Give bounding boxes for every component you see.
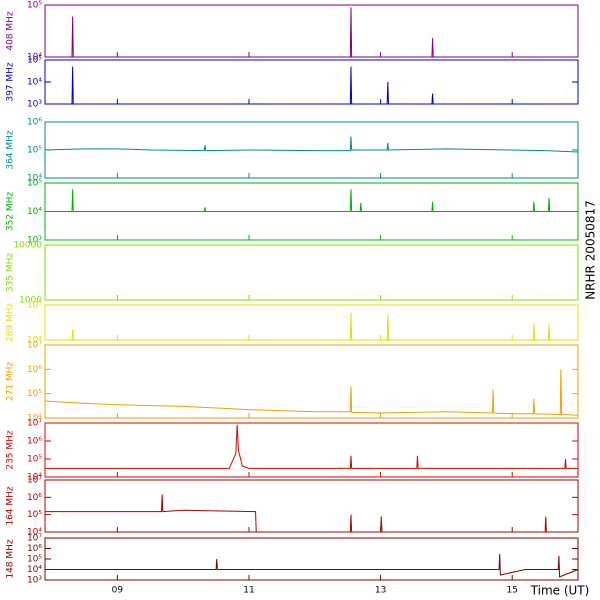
y-axis-label: 271 MHz (6, 362, 16, 402)
y-tick-label: 10⁴ (27, 53, 42, 63)
y-tick-label: 10⁶ (27, 118, 42, 128)
y-tick-label: 10⁵ (27, 510, 42, 520)
y-tick-label: 10⁵ (27, 455, 42, 465)
data-line (45, 189, 578, 212)
y-tick-label: 10⁵ (27, 555, 42, 565)
y-axis-label: 335 MHz (6, 253, 16, 293)
annotation: NRHR 20050817 (584, 200, 598, 300)
data-line (44, 369, 579, 416)
y-axis-label: 148 MHz (6, 539, 16, 579)
panel-frame (44, 537, 579, 581)
panel-frame (44, 479, 579, 533)
x-tick-label: 11 (243, 586, 254, 596)
y-tick-label: 10³ (27, 100, 42, 110)
y-axis-label: 397 MHz (6, 62, 16, 102)
y-tick-label: 10⁴ (27, 336, 42, 346)
y-tick-label: 10⁶ (27, 437, 42, 447)
y-tick-label: 10⁴ (27, 414, 42, 424)
y-tick-label: 10³ (27, 576, 42, 586)
y-tick-label: 10⁷ (27, 419, 42, 429)
y-tick-label: 10⁵ (27, 1, 42, 11)
y-tick-label: 10⁴ (27, 565, 42, 575)
y-tick-label: 10⁶ (27, 365, 42, 375)
data-line (45, 66, 578, 105)
y-tick-label: 10⁴ (27, 207, 42, 217)
y-tick-label: 10⁵ (27, 389, 42, 399)
y-tick-label: 10⁴ (27, 473, 42, 483)
y-axis-label: 235 MHz (6, 430, 16, 470)
y-axis-label: 408 MHz (6, 11, 16, 51)
data-line (45, 424, 578, 469)
x-tick-label: 13 (375, 586, 386, 596)
y-axis-label: 164 MHz (6, 486, 16, 526)
y-axis-label: 289 MHz (6, 303, 16, 343)
panel-frame (44, 4, 579, 58)
y-axis-label: 364 MHz (6, 130, 16, 170)
panel-frame (44, 422, 579, 478)
y-tick-label: 10⁴ (27, 174, 42, 184)
y-tick-label: 10⁷ (27, 534, 42, 544)
y-tick-label: 10⁵ (27, 56, 42, 66)
data-line (44, 136, 579, 153)
x-tick-label: 15 (506, 586, 517, 596)
y-axis-label: 352 MHz (6, 192, 16, 232)
y-tick-label: 10⁶ (27, 544, 42, 554)
x-tick-label: 09 (112, 586, 124, 596)
y-tick-label: 10⁵ (27, 301, 42, 311)
y-tick-label: 10⁴ (27, 528, 42, 538)
data-line (45, 494, 578, 533)
panel-frame (44, 244, 579, 301)
data-line (45, 312, 578, 341)
y-tick-label: 10⁵ (27, 179, 42, 189)
panel-frame (44, 304, 579, 341)
y-tick-label: 10000 (13, 241, 42, 251)
y-tick-label: 10⁵ (27, 146, 42, 156)
data-line (45, 553, 579, 578)
y-tick-label: 10⁴ (27, 78, 42, 88)
data-line (45, 7, 578, 58)
panel-frame (44, 59, 579, 105)
y-tick-label: 1000 (19, 296, 42, 306)
y-tick-label: 10⁶ (27, 493, 42, 503)
x-axis-label: Time (UT) (530, 584, 590, 598)
y-tick-label: 10³ (27, 236, 42, 246)
panel-frame (44, 344, 579, 419)
y-tick-label: 10⁷ (27, 476, 42, 486)
y-tick-label: 10⁷ (27, 341, 42, 351)
